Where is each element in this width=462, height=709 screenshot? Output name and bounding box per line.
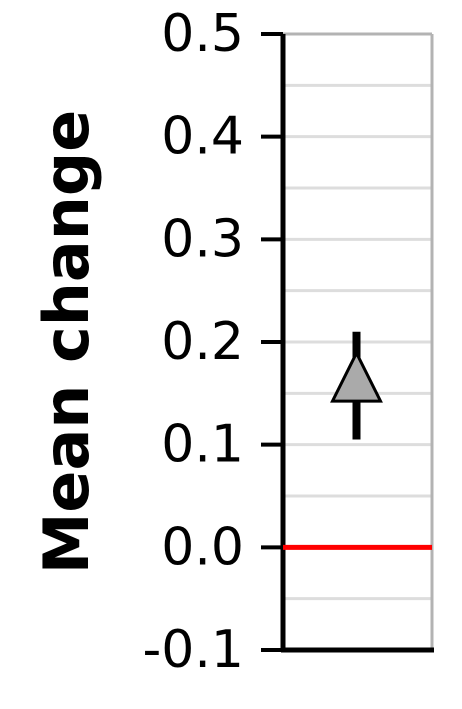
y-tick-label: 0.1: [161, 415, 244, 475]
y-tick-label: 0.5: [161, 4, 244, 64]
y-axis-title: Mean change: [30, 110, 103, 575]
data-point-triangle: [330, 349, 383, 403]
y-tick-label: -0.1: [143, 620, 244, 680]
data-marks: [283, 331, 432, 550]
y-axis-ticks: 0.5 0.4 0.3 0.2 0.1 0.0 -0.1: [143, 4, 283, 680]
y-tick-label: 0.2: [161, 312, 244, 372]
y-tick-label: 0.0: [161, 517, 244, 577]
y-tick-label: 0.4: [161, 107, 244, 167]
y-tick-label: 0.3: [161, 209, 244, 269]
